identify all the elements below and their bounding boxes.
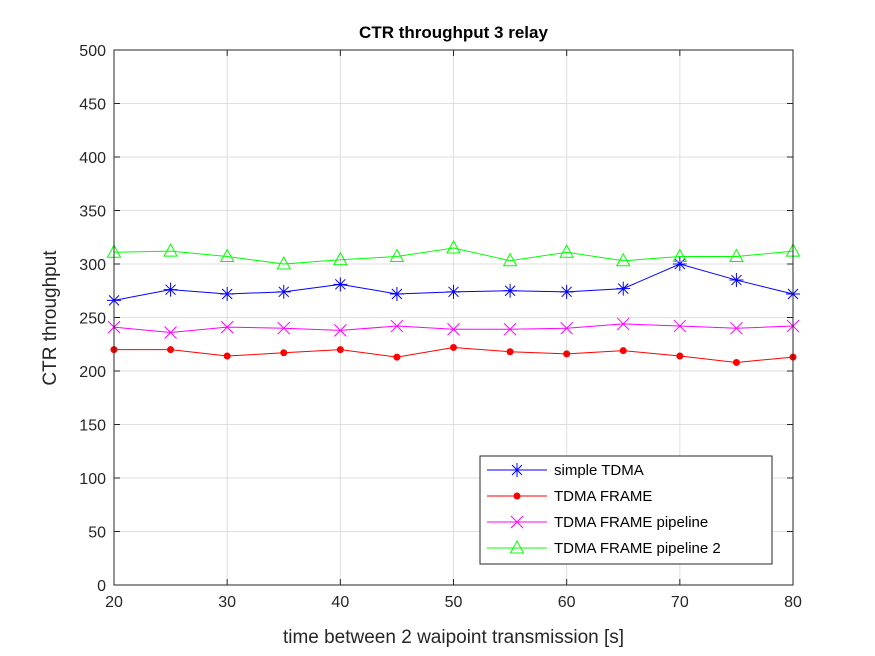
data-point bbox=[730, 321, 743, 335]
x-tick-label: 80 bbox=[784, 594, 802, 611]
y-tick-label: 450 bbox=[79, 97, 106, 114]
x-tick-label: 70 bbox=[671, 594, 689, 611]
data-point bbox=[672, 248, 688, 263]
legend-label: TDMA FRAME pipeline 2 bbox=[554, 540, 721, 557]
data-point bbox=[559, 244, 575, 258]
data-point bbox=[220, 320, 234, 334]
data-point bbox=[333, 323, 347, 337]
data-point bbox=[503, 322, 517, 336]
data-point bbox=[673, 319, 687, 333]
series-layer bbox=[106, 239, 801, 366]
chart-title: CTR throughput 3 relay bbox=[359, 23, 548, 42]
y-tick-label: 300 bbox=[79, 257, 106, 274]
y-tick-label: 500 bbox=[79, 43, 106, 60]
axis-ticks: 20 30 40 50 60 70 80 0 50 100 150 200 250 300 350 400 45… bbox=[79, 43, 802, 611]
legend-box bbox=[479, 455, 773, 565]
data-point bbox=[506, 348, 514, 356]
data-point bbox=[220, 286, 235, 301]
data-point bbox=[447, 322, 460, 336]
data-point bbox=[276, 255, 292, 270]
data-point bbox=[167, 346, 175, 354]
legend-marker bbox=[513, 492, 521, 500]
x-tick-label: 60 bbox=[558, 594, 576, 611]
data-point bbox=[393, 353, 401, 361]
x-axis-label: time between 2 waipoint transmission [s] bbox=[283, 627, 624, 648]
legend: simple TDMA TDMA FRAME TDMA FRAME pipeline… bbox=[479, 455, 773, 565]
data-point bbox=[277, 321, 291, 335]
data-point bbox=[732, 358, 740, 366]
data-point bbox=[559, 284, 574, 299]
data-point bbox=[729, 273, 744, 288]
data-point bbox=[729, 248, 744, 263]
y-tick-label: 250 bbox=[79, 311, 106, 328]
data-point bbox=[223, 352, 231, 360]
data-point bbox=[333, 277, 348, 292]
data-point bbox=[502, 252, 518, 267]
y-tick-label: 350 bbox=[79, 204, 106, 221]
legend-entry: TDMA FRAME pipeline 2 bbox=[487, 539, 721, 557]
data-point bbox=[672, 257, 687, 271]
data-point bbox=[446, 239, 461, 254]
y-tick-label: 50 bbox=[88, 525, 106, 542]
legend-entry: TDMA FRAME pipeline bbox=[487, 514, 708, 531]
data-point bbox=[219, 248, 235, 263]
x-tick-label: 50 bbox=[445, 594, 463, 611]
data-point bbox=[332, 251, 348, 266]
data-point bbox=[336, 346, 344, 354]
series-0 bbox=[107, 257, 800, 308]
x-tick-label: 30 bbox=[218, 594, 236, 611]
data-point bbox=[563, 350, 571, 358]
data-point bbox=[163, 243, 178, 257]
data-point bbox=[450, 343, 457, 351]
legend-marker bbox=[510, 463, 524, 477]
legend-entry: simple TDMA bbox=[487, 462, 644, 479]
data-point bbox=[560, 321, 574, 335]
y-tick-label: 400 bbox=[79, 150, 106, 167]
y-axis-label: CTR throughput bbox=[40, 250, 61, 386]
data-point bbox=[276, 284, 291, 299]
legend-label: TDMA FRAME bbox=[554, 488, 652, 505]
x-tick-label: 20 bbox=[105, 594, 123, 611]
data-point bbox=[164, 326, 177, 339]
series-1 bbox=[110, 343, 797, 366]
legend-label: TDMA FRAME pipeline bbox=[554, 514, 708, 531]
y-tick-label: 0 bbox=[97, 578, 106, 595]
data-point bbox=[616, 317, 630, 331]
legend-marker bbox=[509, 539, 525, 554]
data-point bbox=[389, 248, 405, 263]
series-2 bbox=[107, 317, 800, 339]
series-line bbox=[113, 247, 794, 265]
data-point bbox=[446, 284, 461, 299]
data-point bbox=[389, 286, 404, 301]
data-point bbox=[390, 319, 404, 333]
x-tick-label: 40 bbox=[331, 594, 349, 611]
legend-marker bbox=[510, 515, 524, 529]
data-point bbox=[615, 252, 631, 267]
y-tick-label: 100 bbox=[79, 471, 106, 488]
data-point bbox=[619, 347, 627, 355]
y-tick-label: 200 bbox=[79, 364, 106, 381]
data-point bbox=[616, 281, 631, 296]
data-point bbox=[503, 283, 518, 298]
y-tick-label: 150 bbox=[79, 418, 106, 435]
data-point bbox=[676, 352, 684, 360]
legend-label: simple TDMA bbox=[554, 462, 644, 479]
data-point bbox=[280, 349, 288, 357]
legend-entry: TDMA FRAME bbox=[487, 488, 652, 505]
data-point bbox=[163, 282, 178, 297]
